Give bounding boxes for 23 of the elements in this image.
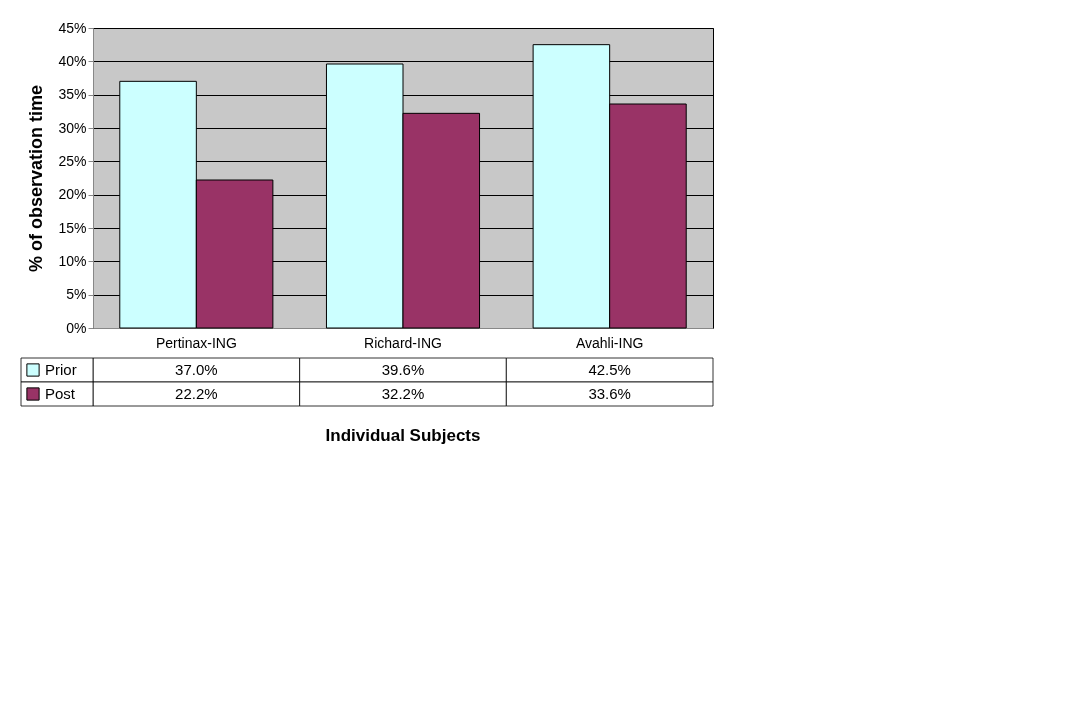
data-label: 32.2% [381, 385, 425, 402]
y-tick-label: 5% [66, 286, 87, 303]
y-axis-title: % of observation time [26, 84, 47, 273]
legend-label: Prior [45, 361, 77, 378]
data-label: 33.6% [588, 385, 631, 402]
y-tick-label: 40% [58, 52, 87, 69]
data-label: 22.2% [175, 385, 218, 402]
y-tick-label: 15% [58, 219, 87, 236]
y-tick-label: 25% [58, 152, 87, 169]
x-tick-label: Richard-ING [364, 334, 442, 351]
y-tick-label: 20% [58, 186, 87, 203]
y-tick-label: 30% [58, 119, 87, 136]
y-tick-label: 0% [66, 319, 87, 336]
y-tick-label: 45% [58, 19, 87, 36]
y-tick-label: 10% [58, 252, 87, 269]
y-tick-label: 35% [58, 86, 87, 103]
x-tick-label: Pertinax-ING [155, 334, 237, 351]
x-tick-label: Avahli-ING [575, 334, 644, 351]
x-axis-title: Individual Subjects [325, 426, 481, 446]
data-label: 42.5% [588, 361, 631, 378]
data-label: 37.0% [175, 361, 218, 378]
legend-label: Post [45, 385, 76, 402]
data-label: 39.6% [381, 361, 425, 378]
